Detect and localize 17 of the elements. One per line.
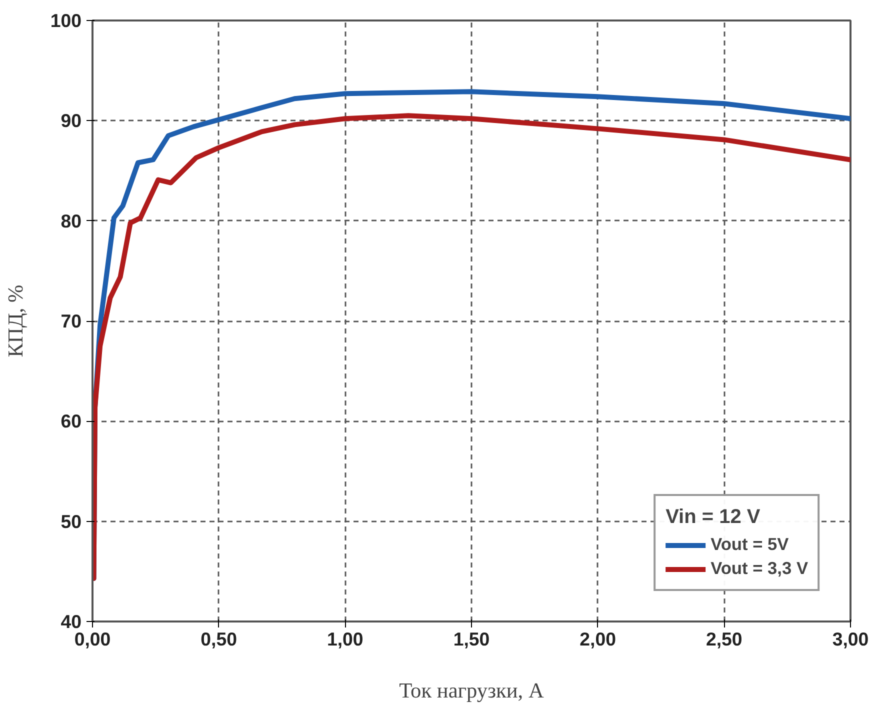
y-tick-label: 90 bbox=[60, 110, 82, 132]
x-tick-label: 1,00 bbox=[327, 628, 364, 650]
y-tick-label: 70 bbox=[60, 310, 82, 332]
x-tick-label: 3,00 bbox=[832, 628, 869, 650]
legend-title: Vin = 12 V bbox=[666, 506, 762, 529]
y-tick-label: 50 bbox=[60, 510, 82, 532]
legend-label: Vout = 3,3 V bbox=[710, 558, 808, 579]
x-tick-label: 2,50 bbox=[706, 628, 742, 650]
y-tick-label: 100 bbox=[50, 10, 82, 31]
legend-label: Vout = 5V bbox=[710, 534, 789, 555]
x-tick-label: 0,50 bbox=[200, 628, 237, 650]
y-tick-label: 80 bbox=[60, 210, 82, 232]
y-tick-label: 60 bbox=[60, 410, 82, 432]
x-tick-label: 1,50 bbox=[453, 628, 490, 650]
x-axis-title: Ток нагрузки, А bbox=[399, 678, 544, 702]
x-tick-label: 2,00 bbox=[580, 628, 616, 650]
y-axis-title: КПД, % bbox=[3, 284, 28, 358]
